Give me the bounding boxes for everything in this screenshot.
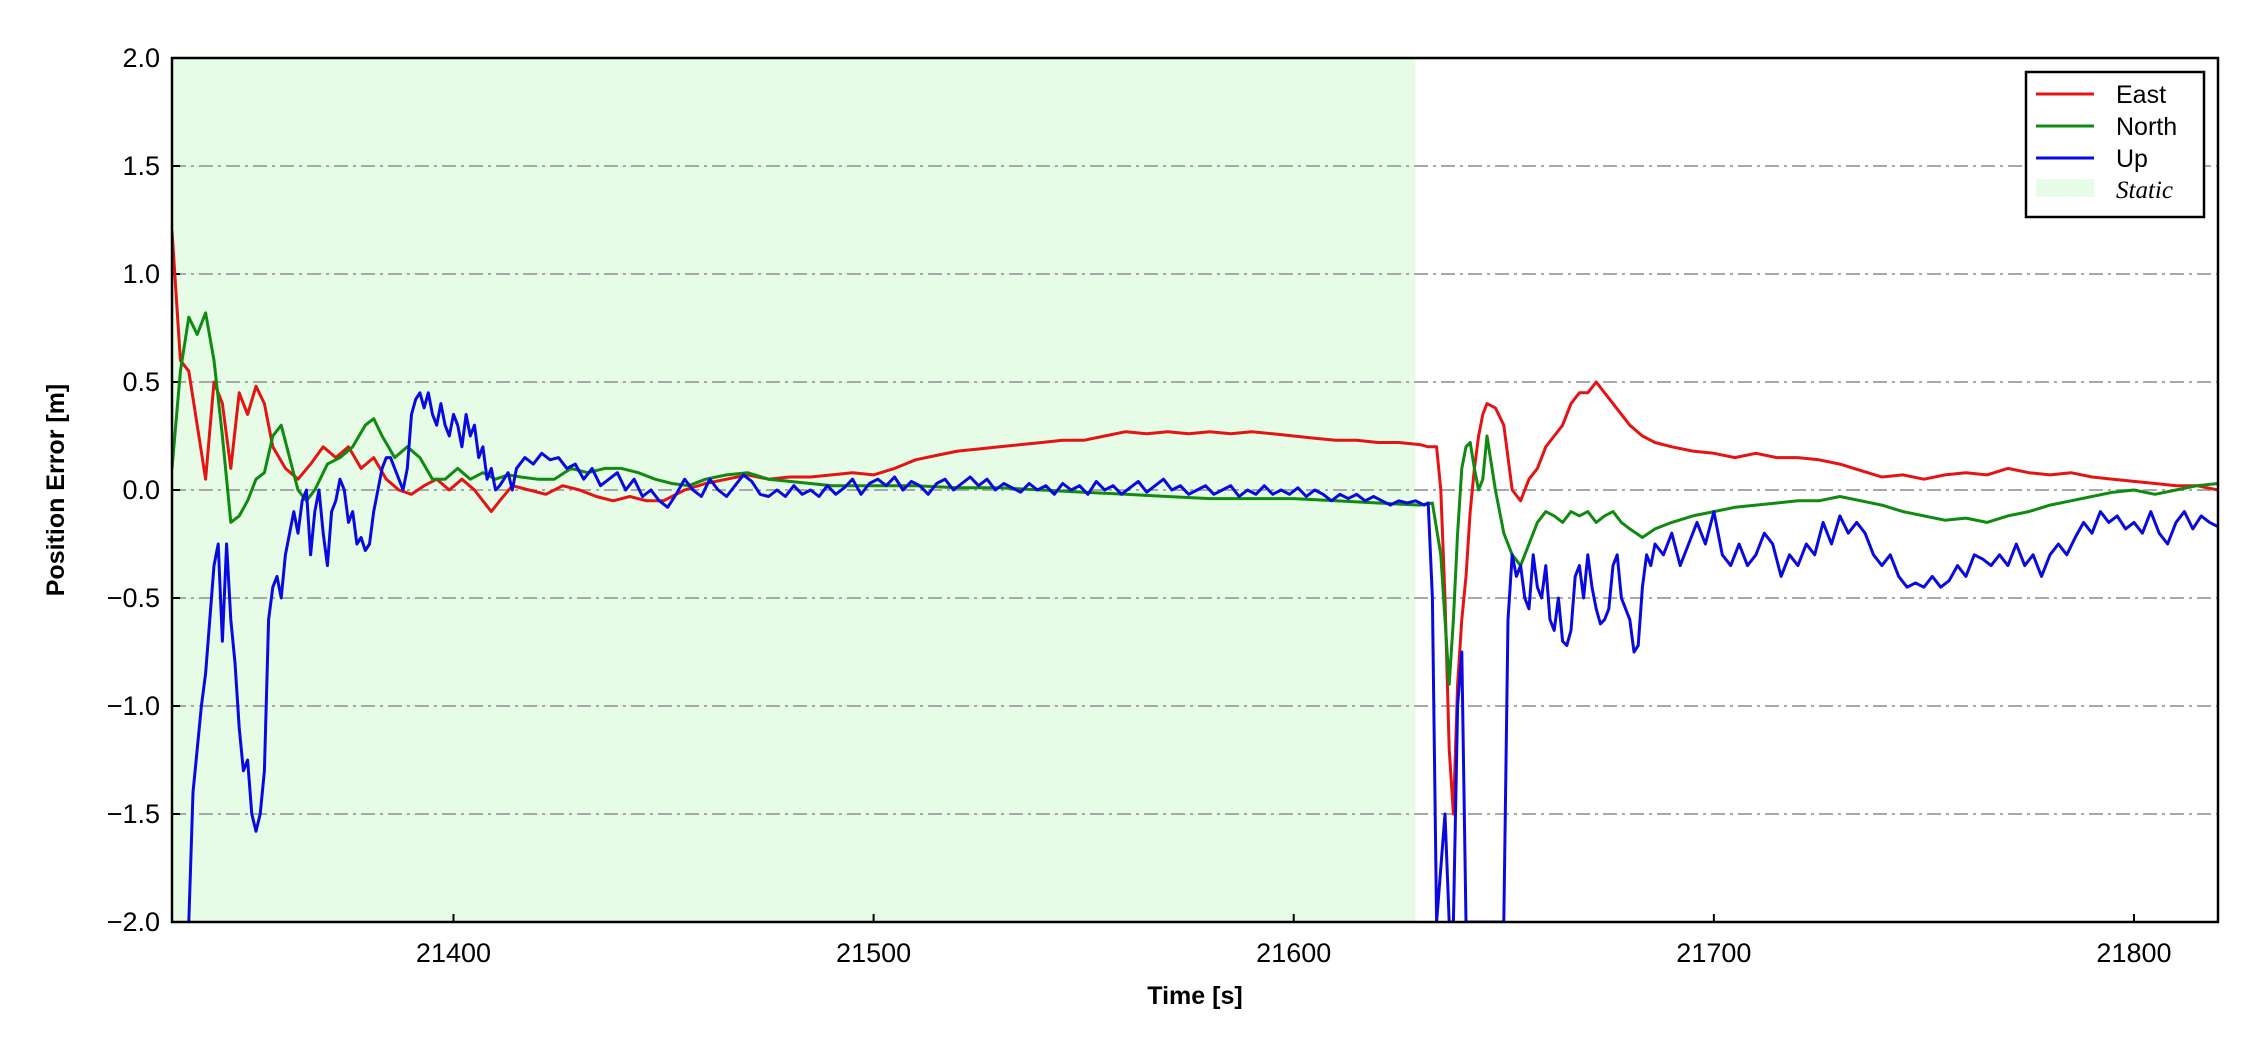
legend-label-static: Static xyxy=(2116,177,2173,204)
legend-label-up: Up xyxy=(2116,145,2148,173)
y-tick-labels: −2.0 −1.5 −1.0 −0.5 0.0 0.5 1.0 1.5 2.0 xyxy=(107,43,160,937)
y-tick-label: 0.5 xyxy=(122,367,160,397)
series-line-north xyxy=(172,311,2218,686)
legend: East North Up Static xyxy=(2024,70,2206,219)
x-tick-label: 21800 xyxy=(2096,938,2171,968)
series-line-up xyxy=(187,391,2218,922)
x-tick-labels: 21400 21500 21600 21700 21800 xyxy=(416,938,2172,968)
y-tick-label: 1.5 xyxy=(122,151,160,181)
y-tick-label: −2.0 xyxy=(107,907,160,937)
legend-label-north: North xyxy=(2116,113,2177,141)
legend-label-east: East xyxy=(2116,81,2166,109)
y-axis-label: Position Error [m] xyxy=(42,384,70,597)
y-tick-label: −0.5 xyxy=(107,583,160,613)
y-tick-label: 1.0 xyxy=(122,259,160,289)
plot-frame xyxy=(170,56,2220,924)
x-tick-label: 21700 xyxy=(1676,938,1751,968)
x-tick-label: 21500 xyxy=(836,938,911,968)
y-tick-label: −1.0 xyxy=(107,691,160,721)
x-tick-label: 21400 xyxy=(416,938,491,968)
x-axis-label: Time [s] xyxy=(1147,982,1242,1010)
grid-lines xyxy=(172,165,2218,815)
x-tick-label: 21600 xyxy=(1256,938,1331,968)
series-line-east xyxy=(172,230,2218,816)
series-lines xyxy=(172,230,2218,922)
legend-swatch-static xyxy=(2036,179,2094,197)
y-tick-label: 2.0 xyxy=(122,43,160,73)
y-tick-label: −1.5 xyxy=(107,799,160,829)
y-tick-label: 0.0 xyxy=(122,475,160,505)
